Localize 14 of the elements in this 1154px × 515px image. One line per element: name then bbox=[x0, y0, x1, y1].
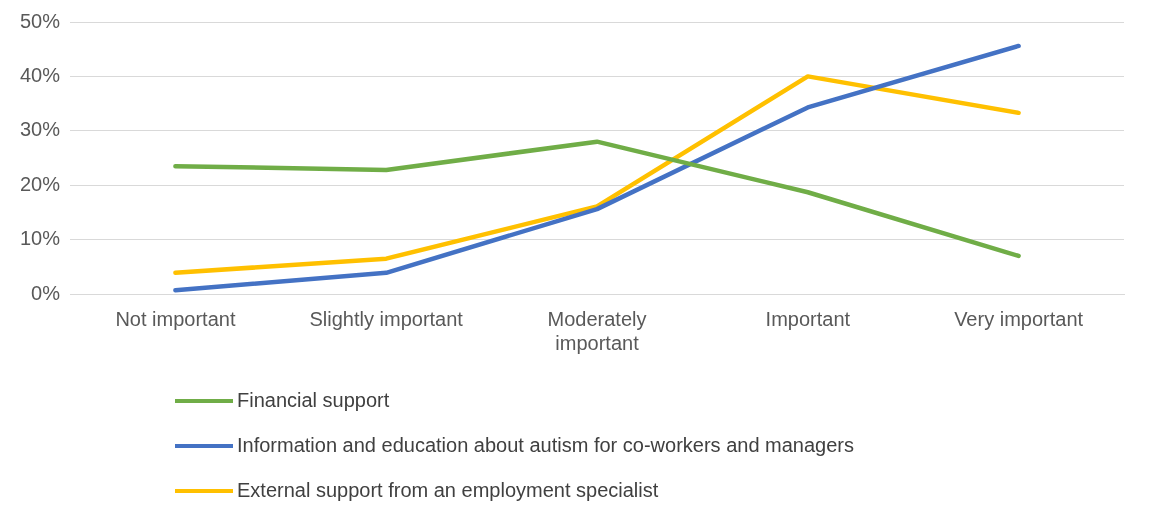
x-tick-label: Slightly important bbox=[309, 307, 464, 330]
legend-label: Financial support bbox=[237, 389, 390, 412]
legend-label: Information and education about autism for co-workers and managers bbox=[237, 434, 855, 457]
y-tick-label: 50% bbox=[20, 9, 61, 32]
y-tick-label: 40% bbox=[20, 63, 61, 86]
x-tick-label: Not important bbox=[115, 307, 236, 330]
legend-label: External support from an employment specialist bbox=[237, 479, 659, 502]
x-tick-label: Moderately important bbox=[547, 307, 647, 354]
y-tick-label: 10% bbox=[20, 227, 61, 250]
y-tick-label: 30% bbox=[20, 118, 61, 141]
x-tick-label: Important bbox=[765, 307, 851, 330]
y-tick-label: 0% bbox=[31, 281, 61, 304]
y-tick-label: 20% bbox=[20, 172, 61, 195]
x-tick-label: Very important bbox=[954, 307, 1084, 330]
